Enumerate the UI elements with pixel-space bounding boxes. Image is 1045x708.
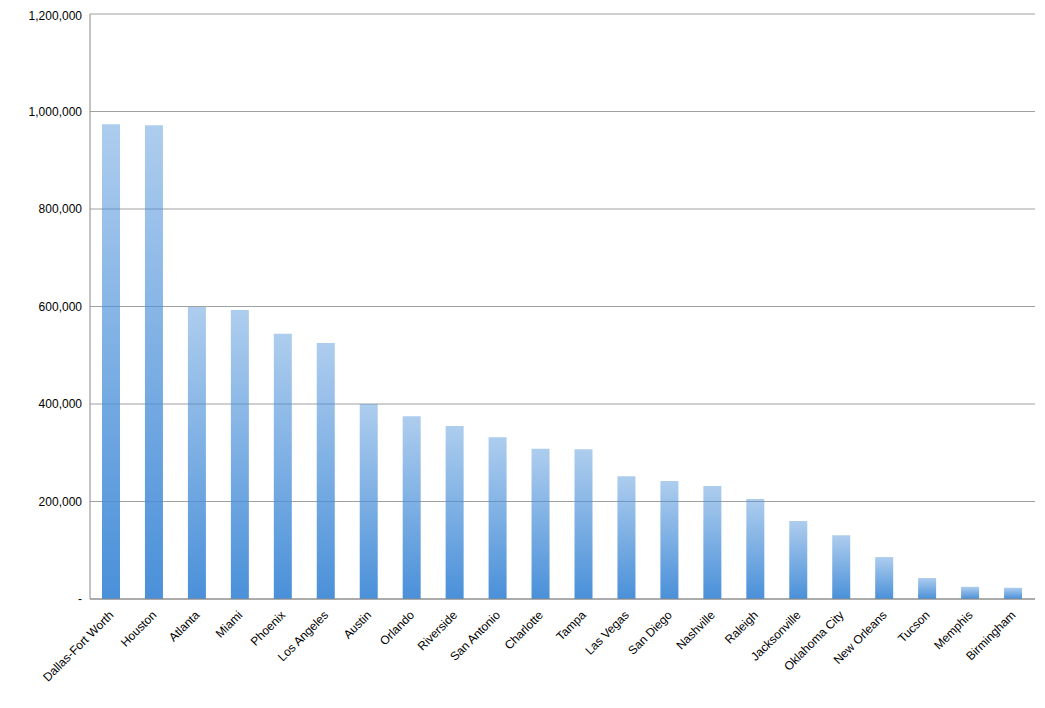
- svg-text:1,000,000: 1,000,000: [29, 105, 83, 119]
- svg-text:Memphis: Memphis: [931, 608, 975, 652]
- svg-text:Tampa: Tampa: [554, 608, 590, 644]
- svg-text:Miami: Miami: [213, 608, 246, 641]
- svg-text:Tucson: Tucson: [895, 608, 932, 645]
- svg-text:400,000: 400,000: [39, 397, 83, 411]
- svg-text:Birmingham: Birmingham: [963, 608, 1018, 663]
- svg-text:Oklahoma City: Oklahoma City: [781, 608, 847, 674]
- svg-text:Raleigh: Raleigh: [722, 608, 761, 647]
- svg-text:Nashville: Nashville: [673, 608, 718, 653]
- svg-text:Riverside: Riverside: [414, 608, 461, 654]
- svg-text:600,000: 600,000: [39, 300, 83, 314]
- svg-text:Las Vegas: Las Vegas: [582, 608, 632, 658]
- svg-text:Jacksonville: Jacksonville: [748, 608, 804, 664]
- svg-text:Atlanta: Atlanta: [166, 608, 203, 645]
- svg-text:Dallas-Fort Worth: Dallas-Fort Worth: [40, 608, 116, 684]
- svg-text:Charlotte: Charlotte: [502, 608, 547, 653]
- svg-text:-: -: [78, 592, 82, 606]
- svg-text:200,000: 200,000: [39, 495, 83, 509]
- svg-text:800,000: 800,000: [39, 202, 83, 216]
- svg-text:1,200,000: 1,200,000: [29, 9, 83, 23]
- svg-text:Phoenix: Phoenix: [248, 608, 289, 649]
- svg-text:New Orleans: New Orleans: [831, 608, 890, 667]
- svg-text:San Diego: San Diego: [625, 608, 675, 658]
- svg-text:Houston: Houston: [118, 608, 160, 650]
- svg-text:San Antonio: San Antonio: [447, 608, 503, 664]
- svg-text:Austin: Austin: [341, 608, 374, 641]
- svg-text:Orlando: Orlando: [377, 608, 417, 648]
- svg-text:Los Angeles: Los Angeles: [275, 608, 331, 664]
